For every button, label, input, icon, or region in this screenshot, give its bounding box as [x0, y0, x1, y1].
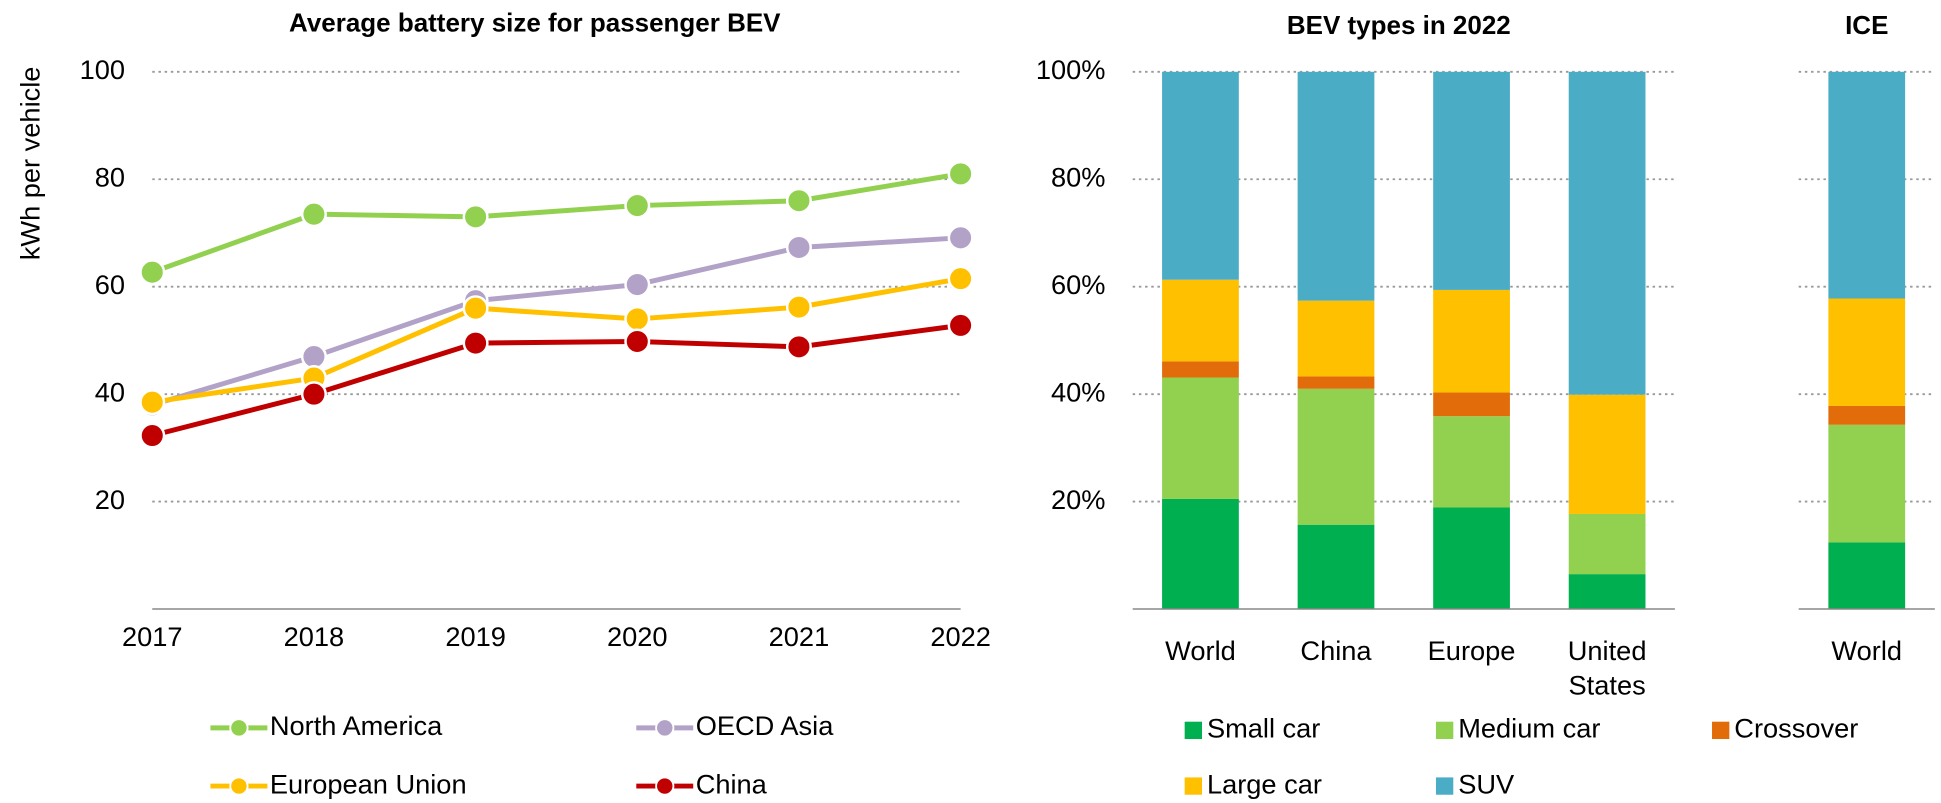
x-tick-label: 2019: [445, 621, 506, 652]
legend-label: OECD Asia: [696, 710, 835, 741]
legend-label: Crossover: [1734, 713, 1858, 744]
data-point: [624, 271, 651, 298]
y-tick-label: 20%: [1051, 484, 1105, 515]
y-tick-label: 40%: [1051, 376, 1105, 407]
data-point: [139, 389, 166, 416]
data-point: [139, 422, 166, 449]
x-tick-label: Europe: [1427, 635, 1516, 666]
series-line: [151, 171, 962, 275]
data-point: [785, 234, 812, 261]
chart-title: BEV types in 2022: [1287, 10, 1511, 40]
legend-marker: [655, 718, 675, 738]
legend-swatch: [1435, 721, 1454, 740]
data-point: [139, 259, 166, 286]
series-line: [151, 235, 961, 408]
y-tick-label: 40: [95, 376, 125, 407]
y-tick-label: 100: [80, 54, 125, 85]
y-tick-label: 20: [95, 484, 125, 515]
bar-segment: [1433, 392, 1510, 417]
data-point: [624, 192, 651, 219]
data-point: [785, 294, 812, 321]
bar-segment: [1568, 71, 1646, 395]
y-tick-label: 80%: [1051, 161, 1105, 192]
data-point: [785, 187, 812, 214]
y-tick-label: 60%: [1051, 269, 1105, 300]
legend-label: Small car: [1207, 713, 1320, 744]
data-point: [947, 265, 974, 292]
y-tick-label: 80: [95, 161, 125, 192]
x-tick-label: China: [1300, 635, 1372, 666]
bar-segment: [1162, 498, 1239, 610]
legend-swatch: [1712, 721, 1730, 740]
legend-label: SUV: [1458, 768, 1515, 799]
series-line: [151, 276, 962, 405]
bar-segment: [1162, 71, 1239, 280]
bar-segment: [1568, 574, 1646, 610]
x-tick-label: World: [1831, 635, 1903, 666]
data-point: [947, 312, 974, 339]
data-point: [785, 333, 812, 360]
data-point: [462, 295, 489, 322]
data-point: [462, 330, 489, 357]
bar-segment: [1828, 405, 1906, 425]
legend-label: European Union: [270, 768, 467, 799]
legend-swatch: [1184, 721, 1203, 740]
x-tick-label: 2017: [122, 621, 183, 652]
legend-label: Large car: [1207, 768, 1322, 799]
bar-segment: [1162, 361, 1239, 378]
x-tick-label: United States: [1567, 635, 1647, 701]
x-tick-label: 2022: [930, 621, 991, 652]
y-axis-label: kWh per vehicle: [14, 67, 45, 261]
x-tick-label: 2021: [769, 621, 830, 652]
bar-segment: [1568, 394, 1646, 514]
x-tick-label: World: [1165, 635, 1236, 666]
bar-segment: [1433, 507, 1510, 610]
bar-segment: [1828, 424, 1906, 543]
bar-segment: [1828, 298, 1906, 406]
bar-segment: [1162, 377, 1239, 499]
bar-segment: [1297, 388, 1375, 525]
chart-title: Average battery size for passenger BEV: [289, 8, 781, 38]
data-point: [947, 224, 974, 251]
legend-swatch: [1184, 777, 1203, 795]
y-tick-label: 100%: [1036, 54, 1106, 85]
legend-swatch: [1435, 777, 1454, 795]
legend-marker: [229, 718, 249, 738]
data-point: [300, 381, 327, 408]
bar-segment: [1297, 71, 1375, 301]
bar-segment: [1297, 524, 1375, 610]
bar-segment: [1297, 376, 1375, 389]
bar-segment: [1433, 416, 1510, 508]
x-tick-label: 2018: [284, 621, 345, 652]
bar-segment: [1568, 513, 1646, 575]
data-point: [462, 203, 489, 230]
data-point: [947, 160, 974, 187]
bar-segment: [1162, 279, 1239, 362]
data-point: [300, 201, 327, 228]
legend-marker: [655, 776, 675, 796]
legend-marker: [229, 776, 249, 796]
bar-segment: [1828, 542, 1906, 610]
data-point: [624, 305, 651, 332]
bar-segment: [1828, 71, 1906, 299]
legend-label: North America: [270, 710, 443, 741]
bar-segment: [1433, 289, 1510, 393]
series-line: [151, 322, 961, 438]
x-tick-label: 2020: [607, 621, 668, 652]
data-point: [624, 328, 651, 355]
legend-label: Medium car: [1458, 713, 1600, 744]
bar-segment: [1297, 300, 1375, 377]
data-point: [300, 343, 327, 370]
y-tick-label: 60: [95, 269, 125, 300]
bar-segment: [1433, 71, 1510, 290]
legend-label: China: [696, 768, 768, 799]
chart-title: ICE: [1845, 10, 1888, 40]
